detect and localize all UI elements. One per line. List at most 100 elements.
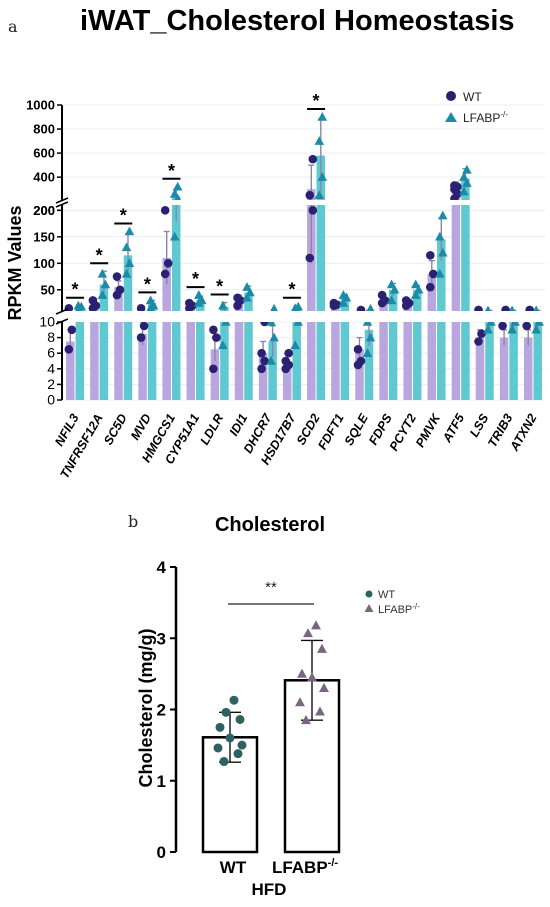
panel-a-bar [162, 258, 171, 400]
panel-a-point-ko [293, 301, 303, 311]
panel-a-tick-label: 50 [41, 282, 55, 297]
panel-a-x-tick-label: SQLE [342, 411, 371, 448]
panel-a-bar [114, 287, 123, 400]
panel-a-point-ko [338, 290, 349, 299]
panel-b-point-ko [297, 668, 307, 678]
panel-a-bar [99, 284, 109, 400]
panel-a-point-ko [362, 348, 373, 357]
panel-a-point-ko [459, 172, 469, 181]
legend-wt-label: WT [463, 90, 482, 104]
panel-a-point-ko [97, 268, 108, 278]
panel-a-point-wt [160, 206, 170, 215]
panel-a-point-wt [477, 329, 486, 339]
panel-a-tick-label: 2 [47, 376, 55, 392]
panel-a-point-ko [365, 303, 376, 313]
panel-b-point-ko [301, 714, 311, 725]
panel-a-point-wt [308, 154, 318, 164]
panel-b-point-ko [295, 697, 305, 707]
panel-a-point-wt [426, 251, 435, 260]
legend-ko-marker [445, 112, 457, 122]
panel-a-bar [123, 255, 133, 400]
panel-a-point-ko [531, 324, 541, 334]
panel-a-bar [475, 337, 485, 400]
panel-a-point-ko [148, 300, 159, 310]
panel-a-title: iWAT_Cholesterol Homeostasis [80, 5, 515, 37]
panel-a-point-wt [305, 253, 315, 263]
panel-a-point-ko [438, 210, 448, 220]
panel-a-bar [355, 349, 364, 400]
panel-a-point-wt [284, 348, 294, 358]
panel-b-point-wt [233, 749, 243, 759]
panel-a-point-wt [112, 272, 122, 281]
panel-a-bar [412, 289, 422, 400]
panel-b-tick-label: 4 [157, 558, 167, 577]
panel-a-point-wt [136, 304, 146, 313]
panel-b-tick-label: 3 [157, 629, 166, 648]
panel-a-break-slash [55, 308, 69, 315]
panel-a-point-wt [329, 298, 339, 308]
panel-a-break-slash [55, 201, 69, 208]
panel-b-y-axis-title: Cholesterol (mg/g) [136, 628, 156, 787]
panel-a-point-wt [115, 285, 125, 295]
panel-a-bars [66, 155, 542, 400]
panel-a-bar [340, 297, 350, 400]
panel-a-point-wt [209, 364, 218, 374]
panel-a-point-ko [317, 112, 328, 121]
panel-b-tick-label: 1 [157, 772, 166, 791]
panel-a-error-bars [67, 118, 541, 372]
panel-a-tick-label: 10 [39, 314, 55, 330]
panel-a-point-ko [172, 181, 183, 191]
panel-a-point-ko [218, 340, 228, 350]
panel-a-point-wt [185, 298, 194, 308]
panel-b-significance: ** [228, 579, 314, 605]
panel-a-bar [485, 322, 494, 400]
panel-b-point-ko [303, 628, 313, 638]
panel-b-point-wt [221, 707, 231, 717]
panel-a-tick-label: 8 [47, 329, 55, 345]
panel-a-bar [210, 349, 220, 400]
panel-a-bar [138, 333, 147, 400]
panel-b-point-wt [237, 740, 247, 750]
panel-a-point-ko [169, 231, 180, 241]
panel-a-tick-label: 6 [47, 345, 55, 361]
panel-a-bar [509, 322, 518, 400]
panel-a-point-wt [209, 325, 218, 335]
panel-a-bar [533, 322, 542, 400]
panel-a-bar [403, 303, 412, 400]
panel-a-sig-star: * [96, 245, 103, 265]
panel-a-point-wt [136, 333, 146, 342]
panel-a-y-axis-title: RPKM Values [5, 205, 25, 320]
panel-a-point-ko [124, 258, 135, 268]
panel-a-point-wt [426, 282, 435, 292]
panel-a-point-ko [438, 247, 448, 257]
panel-a-tick-label: 0 [47, 392, 55, 408]
panel-a-point-ko [242, 282, 252, 291]
panel-a-point-ko [242, 292, 252, 302]
panel-a-legend: WT LFABP-/- [445, 90, 508, 125]
panel-a-tick-label: 1000 [26, 98, 55, 113]
panel-b-point-ko [311, 620, 321, 630]
panel-b-legend-ko-label: LFABP-/- [378, 602, 420, 616]
panel-a-point-wt [498, 321, 507, 331]
panel-a-letter: a [8, 17, 18, 36]
panel-a-point-ko [314, 190, 325, 199]
panel-a-point-ko [410, 279, 421, 289]
panel-a-x-tick-label: LSS [467, 411, 492, 440]
panel-b-point-ko [315, 706, 325, 716]
panel-b-point-wt [219, 757, 229, 767]
panel-a-point-wt [233, 293, 242, 303]
panel-a-point-ko [389, 284, 400, 294]
panel-a-point-wt [64, 304, 74, 313]
panel-a-point-wt [522, 321, 531, 331]
panel-a-point-ko [507, 324, 517, 334]
panel-b-x-tick-ko: LFABP-/- [272, 857, 338, 877]
panel-a-point-wt [88, 296, 98, 305]
panel-a-x-tick-label: LDLR [197, 412, 226, 448]
panel-a-significance: * * * * * * * * * [66, 91, 326, 300]
panel-b-y-axis: 0 1 2 3 4 [157, 558, 178, 862]
panel-a-point-ko [435, 268, 445, 278]
panel-b-legend-ko-marker [364, 604, 374, 612]
panel-b-point-ko [307, 672, 317, 682]
panel-a-sig-star: * [144, 274, 151, 294]
